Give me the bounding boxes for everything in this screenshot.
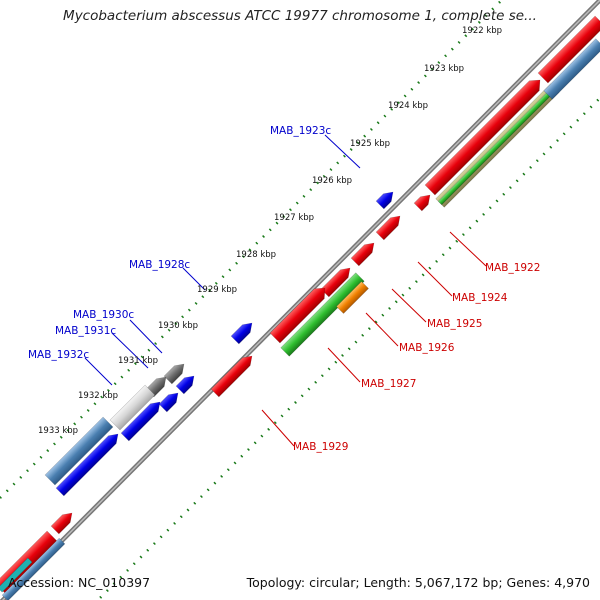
gene-small-red-top[interactable]: [413, 191, 434, 212]
gene-mab1929[interactable]: [210, 352, 256, 398]
leader-lines: [84, 134, 487, 447]
tick-label: 1923 kbp: [424, 64, 464, 74]
gene-mab1926[interactable]: [320, 264, 354, 298]
misc-orange[interactable]: [336, 281, 369, 314]
tick-labels: 1922 kbp 1923 kbp 1924 kbp 1925 kbp 1926…: [38, 26, 502, 436]
tick-label: 1926 kbp: [312, 176, 352, 186]
gene-mab1928c[interactable]: [230, 319, 256, 345]
gene-features[interactable]: [0, 15, 600, 600]
accession-text: Accession: NC_010397: [8, 575, 151, 590]
misc-orange-shape[interactable]: [336, 281, 369, 314]
gene-steel-bottom[interactable]: [1, 537, 66, 600]
outer-dotted-track: [0, 0, 504, 499]
gene-label-mab1927[interactable]: MAB_1927: [361, 378, 416, 390]
gene-steel-top-shape[interactable]: [543, 38, 600, 100]
gene-red-top[interactable]: [537, 15, 600, 84]
gene-small-blue-2[interactable]: [175, 372, 198, 395]
gene-mab1926-shape[interactable]: [320, 264, 354, 298]
gene-blue-low-shape[interactable]: [55, 430, 122, 497]
gene-label-mab1926[interactable]: MAB_1926: [399, 342, 455, 354]
gene-small-blue-1-shape[interactable]: [158, 389, 182, 413]
gene-mab1929-shape[interactable]: [210, 352, 256, 398]
gene-mab1923c-shape[interactable]: [375, 188, 397, 210]
tick-label: 1922 kbp: [462, 26, 502, 36]
trna-mab1926-shape[interactable]: [280, 272, 365, 357]
gene-blue-mid[interactable]: [120, 398, 164, 442]
gene-label-mab1931c[interactable]: MAB_1931c: [55, 325, 116, 337]
tick-label: 1924 kbp: [388, 101, 428, 111]
gene-labels[interactable]: MAB_1923c MAB_1928c MAB_1930c MAB_1931c …: [28, 125, 540, 453]
tick-label: 1932 kbp: [78, 391, 118, 401]
gene-mab1924-shape[interactable]: [375, 212, 404, 241]
gene-label-mab1928c[interactable]: MAB_1928c: [129, 259, 190, 271]
gene-mab1922[interactable]: [424, 75, 545, 196]
gene-label-mab1930c[interactable]: MAB_1930c: [73, 309, 134, 321]
gene-red-low-shape[interactable]: [50, 509, 76, 535]
gene-mab1930c[interactable]: [163, 360, 188, 385]
gene-mab1927[interactable]: [269, 283, 330, 344]
gene-light-grey[interactable]: [109, 384, 156, 431]
gene-light-grey-shape[interactable]: [109, 384, 156, 431]
gene-label-mab1923c[interactable]: MAB_1923c: [270, 125, 331, 137]
tick-label: 1927 kbp: [274, 213, 314, 223]
gene-label-mab1922[interactable]: MAB_1922: [485, 262, 540, 274]
gene-small-blue-2-shape[interactable]: [175, 372, 198, 395]
gene-mab1932c[interactable]: [44, 416, 114, 486]
gene-mab1925-shape[interactable]: [350, 239, 378, 267]
gene-small-red-top-shape[interactable]: [413, 191, 434, 212]
gene-mab1922-shape[interactable]: [424, 75, 545, 196]
gene-mab1924[interactable]: [375, 212, 404, 241]
gene-label-mab1932c[interactable]: MAB_1932c: [28, 349, 89, 361]
gene-small-blue-1[interactable]: [158, 389, 182, 413]
gene-mab1927-shape[interactable]: [269, 283, 330, 344]
gene-mab1925[interactable]: [350, 239, 378, 267]
map-title: Mycobacterium abscessus ATCC 19977 chrom…: [63, 8, 537, 24]
gene-red-low[interactable]: [50, 509, 76, 535]
gene-mab1928c-shape[interactable]: [230, 319, 256, 345]
trna-mab1926[interactable]: [280, 272, 365, 357]
genome-summary-text: Topology: circular; Length: 5,067,172 bp…: [246, 575, 590, 590]
gene-red-top-shape[interactable]: [537, 15, 600, 84]
gene-teal-bottom-shape[interactable]: [0, 557, 33, 593]
tick-label: 1929 kbp: [197, 285, 237, 295]
gene-mab1923c[interactable]: [375, 188, 397, 210]
tick-label: 1931 kbp: [118, 356, 158, 366]
gene-steel-top[interactable]: [543, 38, 600, 100]
gene-mab1932c-shape[interactable]: [44, 416, 114, 486]
gene-blue-low[interactable]: [55, 430, 122, 497]
gene-steel-bottom-shape[interactable]: [1, 537, 66, 600]
tick-label: 1930 kbp: [158, 321, 198, 331]
gene-label-mab1925[interactable]: MAB_1925: [427, 318, 482, 330]
inner-dotted-track: [96, 96, 600, 600]
tick-label: 1928 kbp: [236, 250, 276, 260]
gene-mab1930c-shape[interactable]: [163, 360, 188, 385]
tick-label: 1925 kbp: [350, 139, 390, 149]
gene-blue-mid-shape[interactable]: [120, 398, 164, 442]
gene-teal-bottom[interactable]: [0, 557, 33, 593]
gene-label-mab1929[interactable]: MAB_1929: [293, 441, 348, 453]
tick-label: 1933 kbp: [38, 426, 78, 436]
gene-label-mab1924[interactable]: MAB_1924: [452, 292, 508, 304]
